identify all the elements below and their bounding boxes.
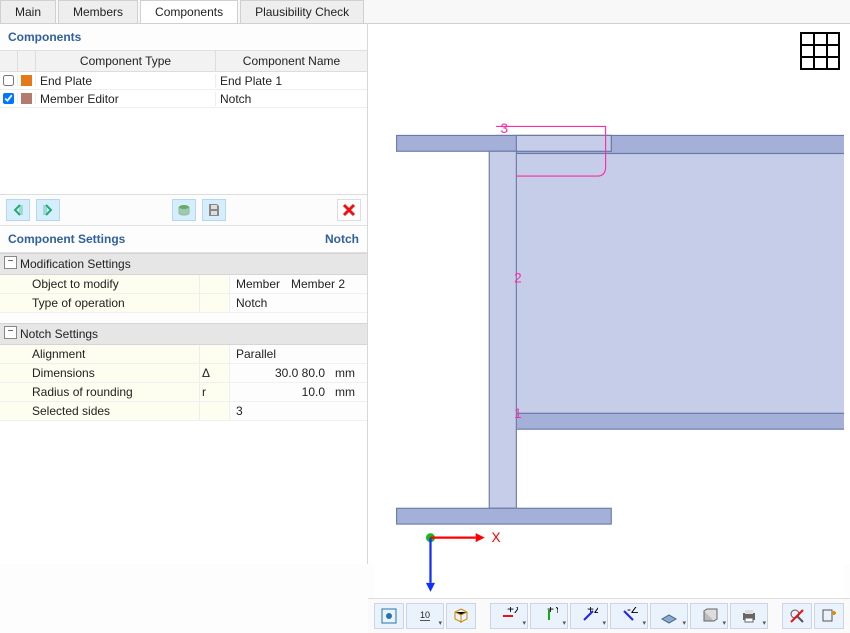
axis-x-icon[interactable]: +X▾: [490, 603, 528, 629]
svg-text:X: X: [492, 530, 501, 545]
search-disable-icon[interactable]: [782, 603, 812, 629]
view-grid-icon[interactable]: [800, 32, 840, 70]
section-notch[interactable]: Notch Settings: [0, 323, 367, 345]
tab-members[interactable]: Members: [58, 0, 138, 23]
svg-text:2: 2: [514, 270, 522, 285]
display-mode-icon[interactable]: ▾: [690, 603, 728, 629]
prop-row[interactable]: Object to modify Member Member 2: [0, 275, 367, 294]
row-checkbox[interactable]: [3, 75, 14, 86]
components-table: Component Type Component Name End Plate …: [0, 51, 367, 195]
print-icon[interactable]: ▾: [730, 603, 768, 629]
move-left-icon[interactable]: [6, 199, 30, 221]
prop-row[interactable]: Radius of rounding r 10.0 mm: [0, 383, 367, 402]
components-title: Components: [0, 24, 367, 51]
top-tabs: Main Members Components Plausibility Che…: [0, 0, 850, 24]
iso-view-icon[interactable]: [446, 603, 476, 629]
zoom-number-icon[interactable]: 10▾: [406, 603, 444, 629]
prop-row[interactable]: Dimensions Δ 30.0 80.0 mm: [0, 364, 367, 383]
tab-plausibility[interactable]: Plausibility Check: [240, 0, 364, 23]
table-row[interactable]: End Plate End Plate 1: [0, 72, 367, 90]
row-color-swatch: [21, 75, 32, 86]
right-panel: 1 2 3 X Z 10▾ +X▾ +Y▾: [368, 24, 850, 564]
row-color-swatch: [21, 93, 32, 104]
row-checkbox[interactable]: [3, 93, 14, 104]
prop-row[interactable]: Selected sides 3: [0, 402, 367, 421]
table-row[interactable]: Member Editor Notch: [0, 90, 367, 108]
col-header-type: Component Type: [36, 51, 216, 71]
tab-main[interactable]: Main: [0, 0, 56, 23]
svg-text:+Y: +Y: [547, 607, 558, 616]
viewport-toolbar: 10▾ +X▾ +Y▾ +Z▾ -Z▾ ▾ ▾ ▾: [368, 598, 850, 633]
svg-text:+X: +X: [507, 607, 518, 616]
svg-text:-Z: -Z: [627, 607, 638, 616]
col-header-name: Component Name: [216, 51, 367, 71]
workplane-icon[interactable]: ▾: [650, 603, 688, 629]
section-modification[interactable]: Modification Settings: [0, 253, 367, 275]
prop-row[interactable]: Alignment Parallel: [0, 345, 367, 364]
component-settings-header: Component Settings Notch: [0, 226, 367, 253]
left-panel: Components Component Type Component Name…: [0, 24, 368, 564]
components-toolbar: [0, 195, 367, 226]
library-icon[interactable]: [172, 199, 196, 221]
new-window-icon[interactable]: [814, 603, 844, 629]
svg-text:+Z: +Z: [587, 607, 598, 616]
axis-z-icon[interactable]: +Z▾: [570, 603, 608, 629]
3d-viewport[interactable]: 1 2 3 X Z: [374, 30, 844, 598]
svg-text:Z: Z: [426, 596, 434, 598]
show-all-icon[interactable]: [374, 603, 404, 629]
delete-icon[interactable]: [337, 199, 361, 221]
move-right-icon[interactable]: [36, 199, 60, 221]
tab-components[interactable]: Components: [140, 0, 238, 23]
axis-y-icon[interactable]: +Y▾: [530, 603, 568, 629]
axis-neg-z-icon[interactable]: -Z▾: [610, 603, 648, 629]
prop-row[interactable]: Type of operation Notch: [0, 294, 367, 313]
svg-text:1: 1: [514, 406, 522, 421]
svg-text:3: 3: [501, 121, 509, 136]
save-icon[interactable]: [202, 199, 226, 221]
beam-drawing: 1 2 3 X Z: [374, 30, 844, 598]
